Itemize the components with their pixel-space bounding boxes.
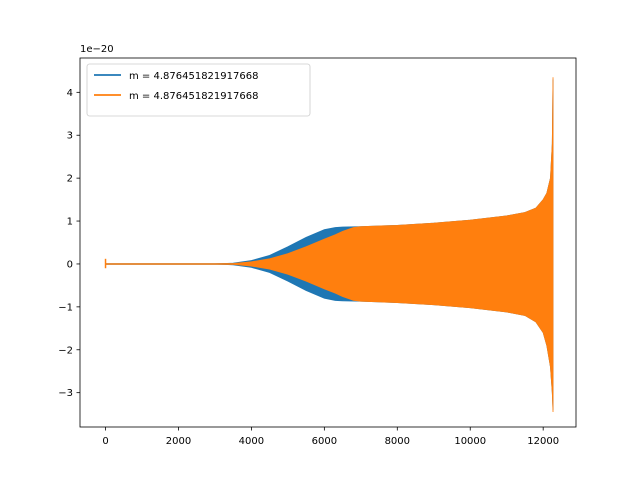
x-axis-ticks: 0 2000 4000 6000 8000 10000 12000 [102,427,559,447]
legend-label-2: m = 4.876451821917668 [129,91,258,102]
y-axis-ticks: −3 −2 −1 0 1 2 3 4 [58,88,80,399]
x-tick-label: 8000 [385,436,410,447]
y-tick-label: −2 [58,345,73,356]
legend: m = 4.876451821917668 m = 4.8764518219176… [86,63,311,117]
x-tick-label: 12000 [527,436,559,447]
y-offset-label: 1e−20 [80,44,114,55]
y-tick-label: 2 [67,174,73,185]
y-tick-label: −3 [58,388,73,399]
legend-label-1: m = 4.876451821917668 [129,71,258,82]
y-tick-label: 4 [67,88,73,99]
plot-area [104,77,554,412]
legend-box [86,63,311,117]
y-tick-label: 0 [67,259,73,270]
x-tick-label: 0 [102,436,108,447]
x-tick-label: 4000 [239,436,264,447]
series-2-envelope [105,77,554,412]
x-tick-label: 6000 [312,436,337,447]
y-tick-label: 1 [67,217,73,228]
x-tick-label: 2000 [166,436,191,447]
x-tick-label: 10000 [454,436,486,447]
axes-frame [79,57,577,428]
y-tick-label: −1 [58,302,73,313]
y-tick-label: 3 [67,131,73,142]
